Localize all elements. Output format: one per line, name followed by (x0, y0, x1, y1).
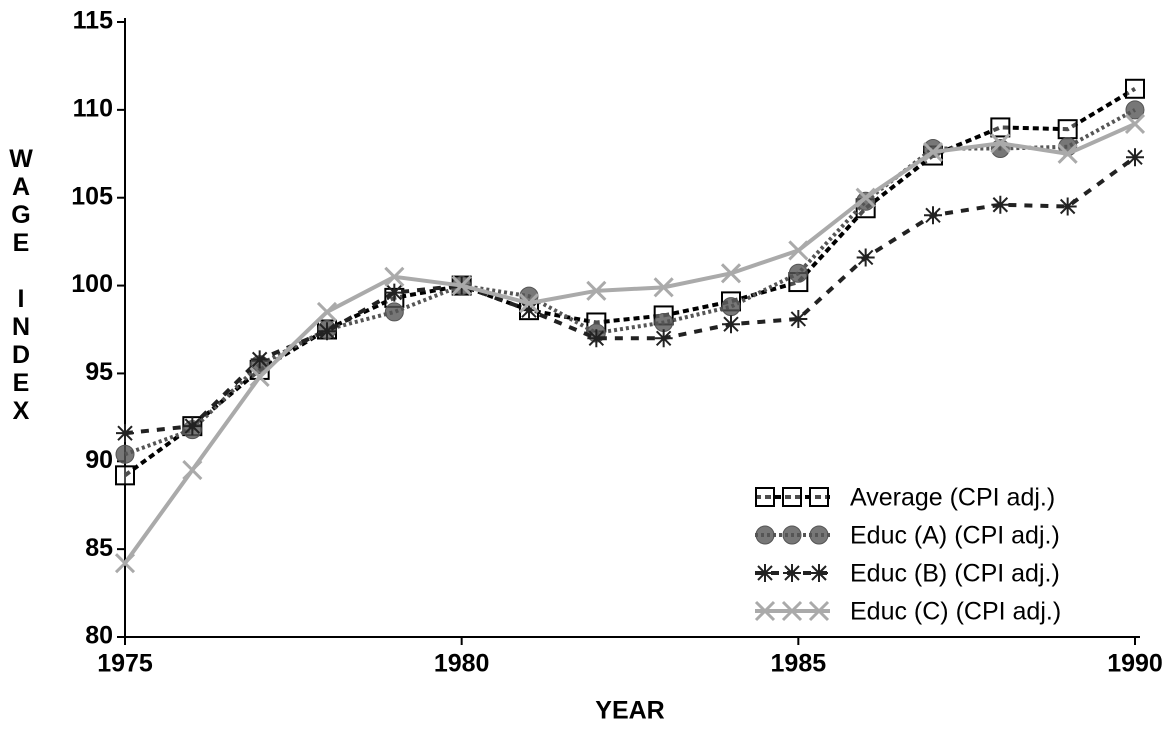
y-tick-label: 100 (71, 270, 113, 298)
legend-marker (754, 600, 776, 622)
marker (720, 263, 742, 284)
marker (654, 329, 673, 348)
x-tick-label: 1975 (97, 650, 153, 678)
marker (518, 293, 540, 314)
marker (1124, 113, 1146, 134)
x-tick-label: 1990 (1107, 650, 1163, 678)
marker (991, 195, 1010, 214)
legend-marker (782, 487, 802, 507)
legend-label: Educ (C) (CPI adj.) (850, 598, 1061, 626)
y-tick-label: 105 (71, 182, 113, 210)
marker (318, 322, 336, 341)
legend-marker (782, 525, 802, 545)
legend-marker (809, 525, 829, 545)
marker (990, 133, 1011, 154)
legend-marker (755, 487, 775, 507)
marker (722, 315, 740, 334)
marker (1057, 143, 1078, 164)
marker (721, 297, 741, 317)
legend-marker (809, 487, 829, 507)
marker (924, 206, 942, 225)
marker (922, 141, 944, 163)
x-tick-label: 1985 (771, 650, 827, 678)
legend-marker (781, 600, 803, 622)
y-tick-label: 90 (85, 446, 113, 474)
legend-marker (783, 564, 801, 582)
marker (587, 329, 606, 348)
marker (1125, 78, 1145, 99)
marker (316, 301, 338, 322)
legend-marker (810, 564, 828, 582)
y-tick-label: 85 (85, 534, 113, 562)
x-axis-label: YEAR (595, 697, 664, 725)
marker (520, 301, 538, 320)
marker (114, 553, 136, 574)
marker (115, 465, 135, 486)
legend-label: Educ (A) (CPI adj.) (850, 522, 1060, 550)
marker (855, 187, 876, 208)
series-line (124, 108, 1136, 457)
legend-marker (808, 600, 830, 622)
marker (384, 302, 404, 322)
x-tick-label: 1980 (434, 650, 490, 678)
marker (182, 460, 203, 481)
legend-label: Educ (B) (CPI adj.) (850, 560, 1060, 588)
legend-label: Average (CPI adj.) (850, 484, 1055, 512)
marker (249, 366, 270, 388)
y-tick-label: 110 (73, 94, 113, 122)
marker (586, 280, 607, 301)
series-line (123, 87, 1137, 477)
legend-marker (755, 525, 775, 545)
y-tick-label: 95 (85, 358, 113, 386)
series-line (124, 155, 1137, 436)
marker (789, 309, 808, 328)
y-axis-label: WAGE INDEX (7, 145, 35, 425)
marker (856, 248, 875, 267)
marker (1057, 119, 1078, 140)
marker (788, 240, 809, 261)
marker (116, 424, 134, 443)
marker (451, 275, 472, 296)
y-tick-label: 80 (85, 622, 113, 650)
marker (1126, 148, 1144, 167)
marker (990, 117, 1011, 138)
marker (115, 444, 135, 464)
marker (384, 266, 405, 287)
legend-marker (756, 564, 774, 582)
marker (1125, 100, 1145, 120)
marker (654, 312, 674, 332)
y-tick-label: 115 (73, 7, 113, 35)
marker (1058, 197, 1077, 216)
marker (250, 350, 269, 369)
marker (385, 283, 404, 302)
series-line (123, 122, 1136, 565)
marker (653, 277, 674, 298)
marker (788, 263, 808, 283)
marker (183, 417, 202, 436)
